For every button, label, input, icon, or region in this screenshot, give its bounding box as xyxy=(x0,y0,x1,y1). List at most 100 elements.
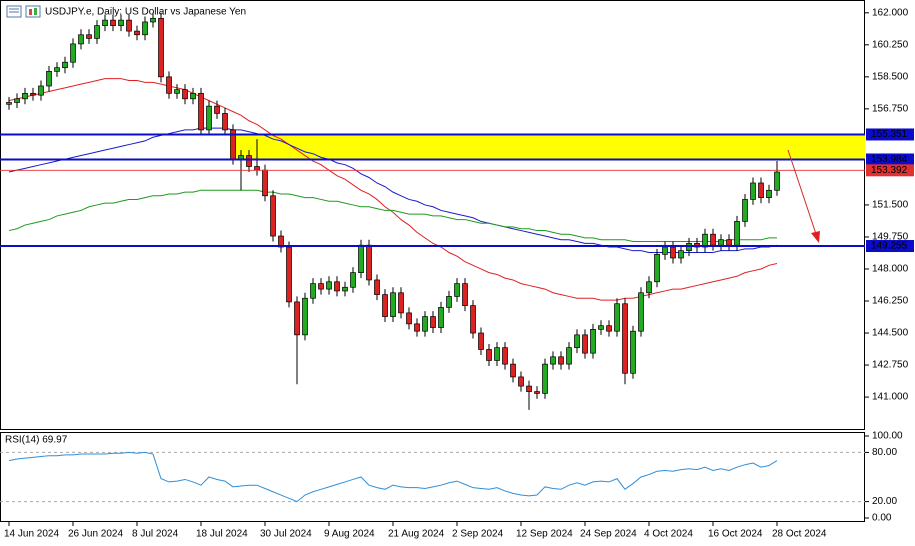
price-label: 153.392 xyxy=(871,165,908,176)
level-label: 153.984 xyxy=(871,154,908,165)
candle-body xyxy=(718,239,724,246)
x-tick-label: 26 Jun 2024 xyxy=(68,529,123,540)
y-tick-label: 160.250 xyxy=(872,39,909,50)
rsi-title: RSI(14) 69.97 xyxy=(5,435,68,446)
y-tick-label: 158.500 xyxy=(872,71,909,82)
candle-body xyxy=(574,334,580,349)
candle-body xyxy=(294,301,300,336)
candle-body xyxy=(222,113,228,131)
candle-body xyxy=(630,330,636,374)
candle-body xyxy=(622,303,628,374)
level-label-box xyxy=(866,240,914,253)
forecast-arrow xyxy=(787,149,820,243)
y-tick-label: 0.00 xyxy=(872,513,892,524)
candle-body xyxy=(342,286,348,292)
candle-body xyxy=(494,347,500,361)
candle-body xyxy=(150,17,156,23)
candle-body xyxy=(166,76,172,94)
rsi-panel xyxy=(0,432,865,522)
candle-body xyxy=(422,316,428,332)
level-label-box xyxy=(866,128,914,141)
resistance-zone xyxy=(230,134,865,160)
candle-body xyxy=(526,385,532,392)
candle-body xyxy=(158,17,164,78)
x-tick-label: 4 Oct 2024 xyxy=(644,529,693,540)
candle-body xyxy=(750,182,756,200)
candle-body xyxy=(382,294,388,317)
candle-body xyxy=(766,189,772,198)
candle-body xyxy=(198,92,204,131)
candle-body xyxy=(102,19,108,26)
candle-body xyxy=(558,356,564,365)
candle-body xyxy=(606,325,612,332)
candle-body xyxy=(470,305,476,334)
candle-body xyxy=(774,171,780,191)
candle-body xyxy=(542,363,548,394)
x-tick-label: 18 Jul 2024 xyxy=(196,529,248,540)
candle-body xyxy=(446,296,452,308)
candle-body xyxy=(14,98,20,103)
moving-average xyxy=(8,189,777,243)
candle-body xyxy=(582,334,588,354)
candle-body xyxy=(374,279,380,295)
x-tick-label: 24 Sep 2024 xyxy=(580,529,637,540)
level-label: 155.351 xyxy=(871,129,908,140)
candle-body xyxy=(502,347,508,365)
candle-body xyxy=(310,283,316,299)
main-panel xyxy=(0,0,865,430)
x-tick-label: 2 Sep 2024 xyxy=(452,529,504,540)
candle-body xyxy=(566,347,572,365)
x-tick-label: 21 Aug 2024 xyxy=(388,529,445,540)
moving-average xyxy=(8,127,778,254)
candle-body xyxy=(358,244,364,273)
candle-body xyxy=(654,253,660,283)
y-tick-label: 162.000 xyxy=(872,7,909,18)
candle-body xyxy=(174,89,180,94)
candle-body xyxy=(326,281,332,290)
candle-body xyxy=(206,105,212,131)
candle-body xyxy=(742,199,748,222)
candle-body xyxy=(118,19,124,26)
y-tick-label: 141.000 xyxy=(872,392,909,403)
candle-body xyxy=(534,391,540,394)
candle-body xyxy=(246,155,252,167)
candle-body xyxy=(670,246,676,259)
candle-body xyxy=(142,21,148,36)
candle-body xyxy=(366,244,372,281)
level-label-box xyxy=(866,153,914,166)
candle-body xyxy=(758,182,764,198)
candle-body xyxy=(646,281,652,294)
candle-body xyxy=(38,85,44,96)
candle-body xyxy=(598,325,604,330)
candle-body xyxy=(350,272,356,288)
candle-body xyxy=(438,307,444,328)
candle-body xyxy=(518,376,524,387)
x-tick-label: 28 Oct 2024 xyxy=(772,529,827,540)
candle-body xyxy=(550,356,556,365)
price-label-box xyxy=(866,164,914,177)
candle-body xyxy=(486,349,492,361)
header-icons xyxy=(6,5,41,18)
candle-body xyxy=(94,25,100,39)
candle-body xyxy=(638,292,644,332)
candle-body xyxy=(414,323,420,332)
candle-body xyxy=(134,30,140,36)
candle-body xyxy=(726,239,732,246)
x-tick-label: 9 Aug 2024 xyxy=(324,529,375,540)
candle-body xyxy=(702,233,708,248)
candle-body xyxy=(30,92,36,96)
candle-body xyxy=(686,243,692,252)
candle-body xyxy=(462,283,468,306)
level-label: 149.255 xyxy=(871,241,908,252)
candle-body xyxy=(70,43,76,63)
x-tick-label: 12 Sep 2024 xyxy=(516,529,573,540)
candle-body xyxy=(110,19,116,26)
candle-body xyxy=(662,246,668,255)
candle-body xyxy=(270,195,276,237)
candle-body xyxy=(398,292,404,314)
x-tick-label: 8 Jul 2024 xyxy=(132,529,179,540)
candle-body xyxy=(454,283,460,297)
candle-body xyxy=(318,283,324,290)
candle-body xyxy=(86,34,92,39)
